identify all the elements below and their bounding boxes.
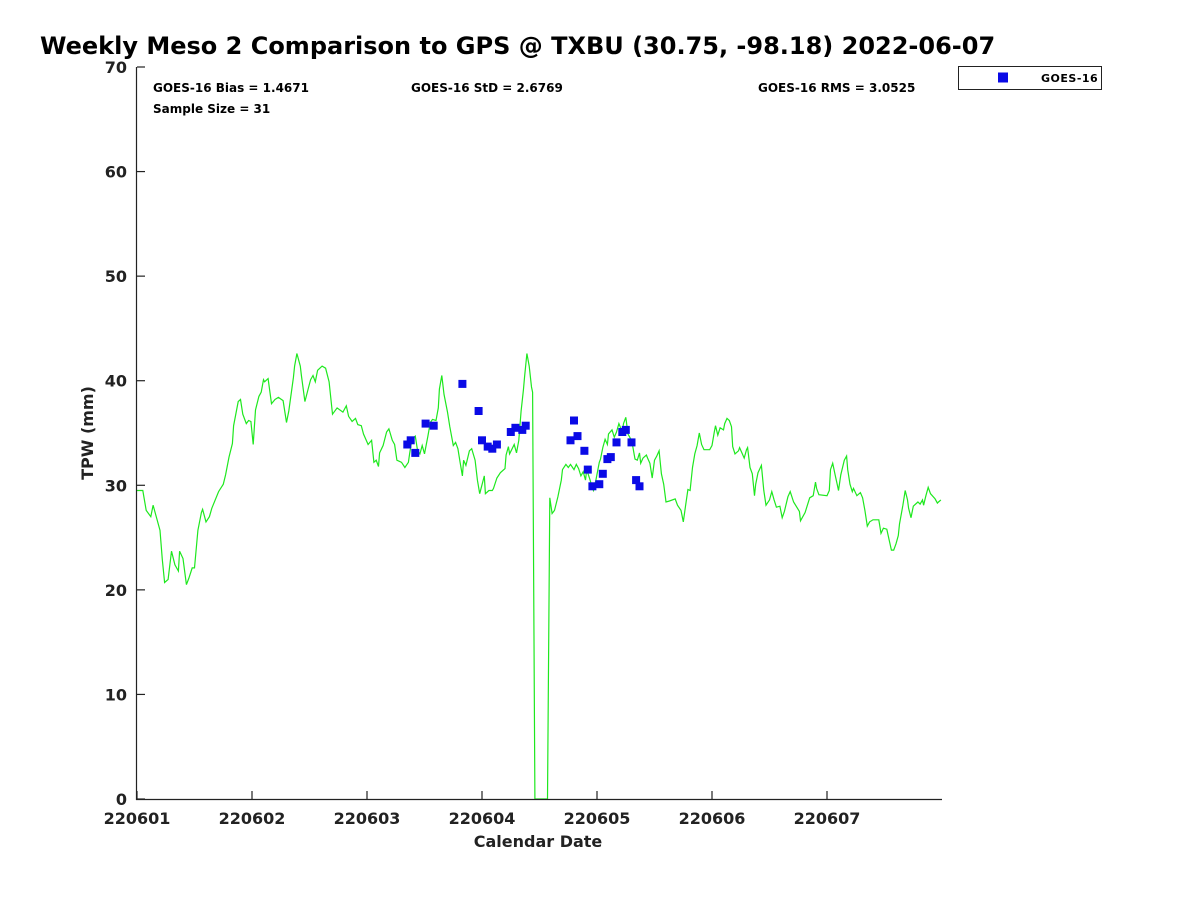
- goes16-point: [411, 448, 420, 457]
- legend: GOES-16: [958, 66, 1102, 90]
- goes16-point: [612, 438, 621, 447]
- goes16-point: [406, 436, 415, 445]
- legend-marker-goes16: [998, 72, 1008, 83]
- x-tick-label: 220601: [104, 809, 171, 828]
- goes16-point: [458, 379, 467, 388]
- chart-title: Weekly Meso 2 Comparison to GPS @ TXBU (…: [40, 32, 995, 60]
- x-tick-label: 220607: [794, 809, 861, 828]
- y-tick-label: 70: [105, 58, 127, 77]
- goes16-point: [606, 453, 615, 462]
- goes16-point: [627, 438, 636, 447]
- y-tick-label: 60: [105, 163, 127, 182]
- goes16-point: [570, 416, 578, 425]
- gps-line: [137, 353, 942, 800]
- goes16-point: [474, 407, 483, 415]
- x-tick-label: 220605: [564, 809, 631, 828]
- goes16-point: [580, 446, 589, 455]
- goes16-point: [521, 421, 530, 430]
- std-stat: GOES-16 StD = 2.6769: [411, 81, 563, 95]
- y-tick-label: 50: [105, 267, 127, 286]
- goes16-point: [483, 442, 492, 451]
- y-axis-label: TPW (mm): [78, 386, 97, 480]
- x-axis-label: Calendar Date: [474, 832, 603, 851]
- y-tick-label: 10: [105, 685, 127, 704]
- goes16-point: [588, 482, 597, 491]
- x-tick-label: 220606: [679, 809, 746, 828]
- goes16-point: [583, 465, 592, 474]
- goes16-point: [421, 419, 430, 428]
- y-tick-label: 0: [116, 790, 127, 809]
- goes16-point: [518, 425, 527, 434]
- y-tick-label: 40: [105, 372, 127, 391]
- goes16-point: [403, 440, 412, 449]
- goes16-point: [488, 444, 497, 453]
- legend-box: [958, 66, 1102, 90]
- goes16-point: [598, 469, 607, 478]
- goes16-point: [566, 436, 575, 445]
- x-tick-label: 220603: [334, 809, 401, 828]
- goes16-point: [573, 432, 582, 441]
- goes16-point: [429, 421, 438, 430]
- x-tick-label: 220604: [449, 809, 516, 828]
- rms-stat: GOES-16 RMS = 3.0525: [758, 81, 915, 95]
- x-tick-label: 220602: [219, 809, 286, 828]
- legend-label-goes16: GOES-16: [1041, 72, 1098, 85]
- bias-stat: GOES-16 Bias = 1.4671: [153, 81, 309, 95]
- goes16-point: [595, 480, 604, 489]
- axis-ticks: 0 10 20 30 40 50 60 70 220601 220602 220603 220604 2…: [104, 58, 861, 828]
- plot-area: [137, 353, 942, 800]
- goes16-point: [621, 425, 630, 434]
- goes16-point: [635, 482, 644, 491]
- goes16-point: [478, 436, 486, 445]
- goes16-point: [632, 476, 641, 485]
- goes16-point: [506, 428, 515, 436]
- goes16-point: [511, 423, 520, 432]
- y-tick-label: 20: [105, 581, 127, 600]
- goes16-point: [492, 440, 501, 449]
- y-tick-label: 30: [105, 476, 127, 495]
- sample-size-stat: Sample Size = 31: [153, 102, 270, 116]
